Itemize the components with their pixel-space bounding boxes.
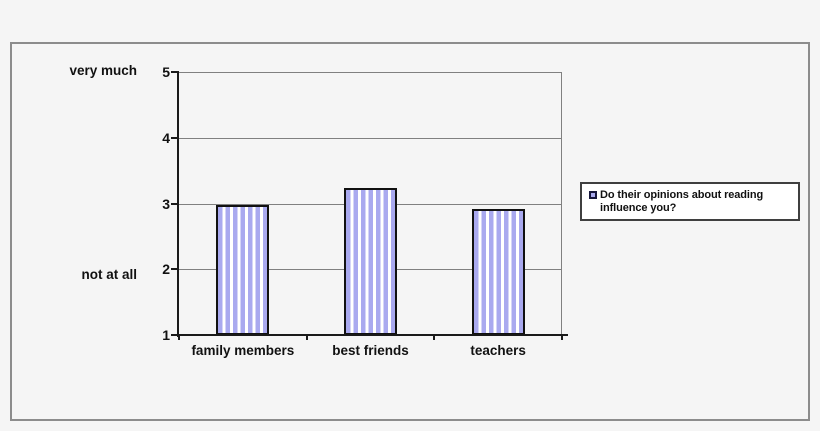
x-tick-0 [178,335,180,340]
chart-frame [10,42,810,421]
legend-label: Do their opinions about reading influenc… [600,189,764,214]
y-tick-2 [171,268,177,271]
y-tick-label-5: 5 [162,64,170,80]
y-tick-5 [171,71,177,73]
y-tick-label-4: 4 [162,129,170,146]
y-tick-label-2: 2 [162,261,170,278]
legend: Do their opinions about reading influenc… [580,182,800,221]
legend-key-icon [589,191,597,199]
y-axis-annotation-not-at-all: not at all [81,267,137,283]
bar-best-friends [344,187,397,335]
x-category-label-family-members: family members [191,343,295,358]
y-tick-3 [171,202,177,205]
x-tick-2 [433,335,436,340]
y-tick-4 [171,136,177,139]
y-axis-annotation-very-much: very much [69,63,137,78]
bar-teachers [471,208,525,335]
plot-area: 1 2 3 4 5 very much not at all family members be… [69,63,563,358]
y-axis-line [177,71,179,337]
gridline-4 [179,137,562,139]
bar-family-members [216,205,270,335]
plot-top-border [179,72,562,73]
y-tick-label-3: 3 [162,195,170,212]
x-tick-1 [305,335,308,340]
x-category-label-best-friends: best friends [332,343,409,358]
x-tick-3 [561,335,563,340]
y-tick-label-1: 1 [162,327,170,343]
x-axis-line [177,334,568,336]
y-tick-1 [171,334,177,336]
x-category-label-teachers: teachers [470,343,526,358]
